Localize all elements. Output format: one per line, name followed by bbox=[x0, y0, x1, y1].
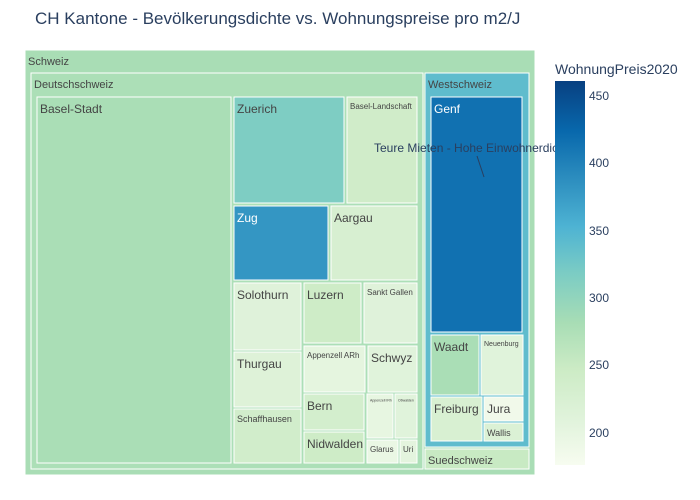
tile-label-thurgau: Thurgau bbox=[237, 357, 282, 371]
tile-basel-stadt[interactable] bbox=[36, 96, 232, 464]
tile-nidwalden[interactable] bbox=[303, 431, 365, 464]
tile-label-appenzell-arh: Appenzell ARh bbox=[307, 351, 359, 360]
tile-label-aargau: Aargau bbox=[334, 211, 373, 225]
colorbar bbox=[555, 81, 585, 465]
tile-wallis[interactable] bbox=[483, 422, 524, 442]
colorbar-tick-450: 450 bbox=[589, 89, 610, 103]
tile-appenzell-irh[interactable] bbox=[366, 393, 394, 439]
tile-label-obwalden: Obwalden bbox=[398, 399, 414, 403]
tile-freiburg[interactable] bbox=[430, 396, 483, 442]
tile-luzern[interactable] bbox=[303, 282, 362, 344]
annotation-arrow bbox=[476, 155, 485, 178]
tile-label-nidwalden: Nidwalden bbox=[307, 437, 363, 451]
tile-genf[interactable] bbox=[430, 96, 523, 333]
colorbar-tick-200: 200 bbox=[589, 426, 610, 440]
tile-label-schweiz: Schweiz bbox=[28, 56, 69, 68]
tile-neuenburg[interactable] bbox=[480, 334, 524, 396]
colorbar-tick-350: 350 bbox=[589, 224, 610, 238]
tile-label-basel-stadt: Basel-Stadt bbox=[40, 102, 103, 116]
tile-label-suedschweiz: Suedschweiz bbox=[428, 455, 493, 467]
annotation-text: Teure Mieten - Hohe Einwohnerdichte bbox=[374, 141, 575, 155]
tile-suedschweiz[interactable] bbox=[424, 448, 530, 470]
tile-label-waadt: Waadt bbox=[434, 340, 469, 354]
tile-label-bern: Bern bbox=[307, 399, 332, 413]
tile-solothurn[interactable] bbox=[233, 282, 302, 351]
tile-label-solothurn: Solothurn bbox=[237, 288, 288, 302]
tile-label-sankt-gallen: Sankt Gallen bbox=[367, 288, 413, 297]
tile-waadt[interactable] bbox=[430, 334, 480, 396]
tile-uri[interactable] bbox=[399, 439, 418, 464]
tile-schaffhausen[interactable] bbox=[233, 408, 302, 464]
tile-thurgau[interactable] bbox=[233, 351, 302, 408]
tile-label-zug: Zug bbox=[237, 211, 258, 225]
tile-label-freiburg: Freiburg bbox=[434, 402, 479, 416]
tile-label-luzern: Luzern bbox=[307, 288, 344, 302]
tile-jura[interactable] bbox=[483, 396, 524, 422]
tile-label-schwyz: Schwyz bbox=[371, 351, 412, 365]
tile-label-basel-landschaft: Basel-Landschaft bbox=[350, 102, 413, 111]
tile-glarus[interactable] bbox=[366, 439, 399, 464]
tile-sankt-gallen[interactable] bbox=[363, 282, 418, 344]
tile-label-neuenburg: Neuenburg bbox=[484, 341, 519, 348]
tile-label-wallis: Wallis bbox=[487, 428, 511, 438]
tile-obwalden[interactable] bbox=[394, 393, 418, 439]
tile-label-jura: Jura bbox=[487, 402, 511, 416]
tile-aargau[interactable] bbox=[330, 205, 418, 281]
tile-label-uri: Uri bbox=[403, 445, 413, 454]
chart-title: CH Kantone - Bevölkerungsdichte vs. Wohn… bbox=[35, 9, 521, 28]
tile-appenzell-arh[interactable] bbox=[303, 345, 366, 393]
tile-zug[interactable] bbox=[233, 205, 329, 281]
tile-zuerich[interactable] bbox=[233, 96, 345, 204]
tile-label-genf: Genf bbox=[434, 102, 461, 116]
tile-basel-landschaft[interactable] bbox=[346, 96, 418, 204]
colorbar-tick-250: 250 bbox=[589, 358, 610, 372]
tile-label-westschweiz: Westschweiz bbox=[428, 79, 492, 91]
colorbar-tick-300: 300 bbox=[589, 291, 610, 305]
tile-label-glarus: Glarus bbox=[370, 445, 394, 454]
tile-bern[interactable] bbox=[303, 393, 365, 431]
colorbar-tick-400: 400 bbox=[589, 156, 610, 170]
tile-label-appenzell-irh: Appenzell IRh bbox=[370, 399, 392, 403]
tile-schwyz[interactable] bbox=[367, 345, 418, 393]
tile-label-zuerich: Zuerich bbox=[237, 102, 277, 116]
tile-label-deutschschweiz: Deutschschweiz bbox=[34, 79, 113, 91]
colorbar-title: WohnungPreis2020 bbox=[555, 61, 678, 77]
tile-label-schaffhausen: Schaffhausen bbox=[237, 414, 292, 424]
